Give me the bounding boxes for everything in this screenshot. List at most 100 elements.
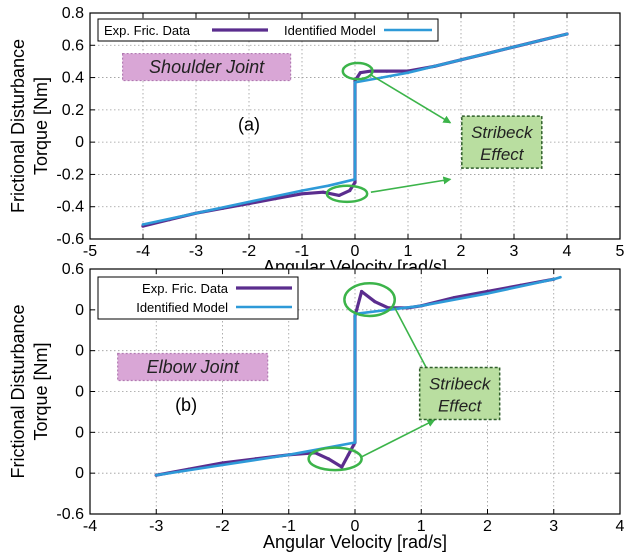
model-data-point: [247, 200, 251, 204]
experimental-data-point: [321, 190, 325, 194]
x-tick-label: 2: [483, 518, 492, 535]
x-tick-label: 1: [417, 518, 426, 535]
stribeck-arrow: [370, 176, 452, 193]
model-data-point: [552, 277, 556, 281]
legend-label-model: Identified Model: [136, 300, 228, 315]
model-data-point: [353, 441, 357, 444]
model-data-point: [559, 275, 562, 279]
stribeck-label-line1: Stribeck: [429, 375, 492, 394]
plot-frame: [89, 268, 621, 515]
y-tick-label: 0: [75, 465, 84, 482]
y-tick-label: -0.2: [56, 166, 84, 183]
y-tick-label: 0: [75, 343, 84, 360]
x-tick-label: 1: [404, 243, 413, 260]
stribeck-arrow: [369, 73, 452, 124]
panel-label: (b): [175, 395, 197, 415]
experimental-data-point: [273, 197, 278, 201]
stribeck-effect-box: [461, 115, 543, 169]
joint-label-box: [117, 352, 269, 382]
y-tick-label: 0: [75, 424, 84, 441]
experimental-data-point: [358, 71, 362, 75]
x-tick-label: 3: [510, 243, 519, 260]
stribeck-ellipse: [343, 282, 397, 318]
experimental-data-point: [373, 300, 377, 304]
y-tick-label: 0: [75, 302, 84, 319]
stribeck-effect-box: [418, 366, 501, 421]
model-data-point: [419, 304, 423, 308]
experimental-data-point: [326, 457, 331, 461]
y-tick-label: 0.4: [62, 70, 84, 87]
chart-panel-a: -5 -4 -3 -2 -1 0 1 2 3 4 5 -0.6 -0.4 -0.2 0 0.2 0.4 0.6 0.…: [8, 5, 625, 277]
legend-label-experimental: Exp. Fric. Data: [104, 23, 191, 38]
legend: Exp. Fric. Data Identified Model: [97, 276, 299, 320]
x-tick-label: -2: [215, 518, 229, 535]
model-data-point: [565, 32, 569, 36]
x-tick-label: -4: [136, 243, 150, 260]
experimental-data-point: [348, 188, 352, 193]
chart-panel-b: -4 -3 -2 -1 0 1 2 3 4 -0.6 0 0 0 0 0 0.6 Angular Velocit…: [8, 261, 625, 552]
legend-box: [97, 276, 299, 320]
x-tick-label: 4: [563, 243, 572, 260]
y-tick-label: -0.4: [56, 199, 84, 216]
experimental-data-point: [300, 192, 304, 196]
model-data-point: [300, 189, 304, 192]
model-data-point: [380, 76, 383, 79]
model-data-point: [154, 473, 158, 477]
panel-label: (a): [238, 114, 260, 134]
x-tick-label: 2: [457, 243, 466, 260]
stribeck-label-line1: Stribeck: [471, 123, 534, 142]
experimental-data-point: [385, 69, 389, 73]
stribeck-label-line2: Effect: [438, 397, 483, 416]
x-tick-label: 0: [351, 518, 360, 535]
x-axis-label: Angular Velocity [rad/s]: [263, 532, 447, 552]
x-tick-label: 0: [351, 243, 360, 260]
x-tick-label: 5: [616, 243, 625, 260]
model-data-point: [406, 71, 410, 75]
stribeck-label-line2: Effect: [480, 145, 525, 164]
plot-frame: [89, 12, 621, 240]
joint-label-box: [121, 52, 292, 82]
x-tick-label: -1: [295, 243, 309, 260]
y-tick-label: -0.6: [56, 231, 84, 248]
y-tick-label: 0.6: [62, 261, 84, 278]
x-tick-label: -4: [83, 518, 97, 535]
legend-label-model: Identified Model: [284, 23, 376, 38]
model-data-point: [141, 223, 145, 226]
x-tick-label: -2: [242, 243, 256, 260]
model-data-point: [287, 453, 291, 457]
y-tick-label: 0: [75, 134, 84, 151]
model-data-point: [353, 81, 357, 84]
y-tick-label: 0: [75, 384, 84, 401]
experimental-data-point: [346, 453, 350, 457]
experimental-data-point: [353, 180, 357, 185]
model-line: [141, 32, 569, 226]
stribeck-ellipse: [341, 61, 374, 81]
model-data-point: [327, 184, 330, 188]
model-data-point: [353, 177, 357, 181]
experimental-data-point: [340, 465, 344, 469]
model-data-point: [512, 45, 516, 49]
model-data-point: [486, 292, 489, 295]
stribeck-ellipse: [307, 446, 363, 472]
experimental-data-point: [337, 193, 341, 198]
x-tick-label: -3: [189, 243, 203, 260]
experimental-data-point: [360, 289, 364, 294]
legend: Exp. Fric. Data Identified Model: [97, 18, 439, 42]
x-tick-label: 4: [616, 518, 625, 535]
model-data-point: [194, 211, 198, 215]
y-axis-label-line1: Frictional Disturbance: [8, 39, 28, 213]
legend-label-experimental: Exp. Fric. Data: [142, 281, 229, 296]
model-data-point: [221, 463, 224, 467]
stribeck-ellipse: [325, 184, 369, 204]
y-tick-label: 0.8: [62, 5, 84, 22]
joint-label: Shoulder Joint: [149, 57, 265, 77]
y-axis-label-line2: Torque [Nm]: [31, 342, 51, 440]
y-axis-label-line2: Torque [Nm]: [31, 77, 51, 175]
y-tick-label: 0.2: [62, 102, 84, 119]
x-tick-label: -5: [83, 243, 97, 260]
x-tick-label: -1: [282, 518, 296, 535]
y-tick-label: 0.6: [62, 37, 84, 54]
x-tick-label: -3: [149, 518, 163, 535]
joint-label: Elbow Joint: [147, 357, 240, 377]
